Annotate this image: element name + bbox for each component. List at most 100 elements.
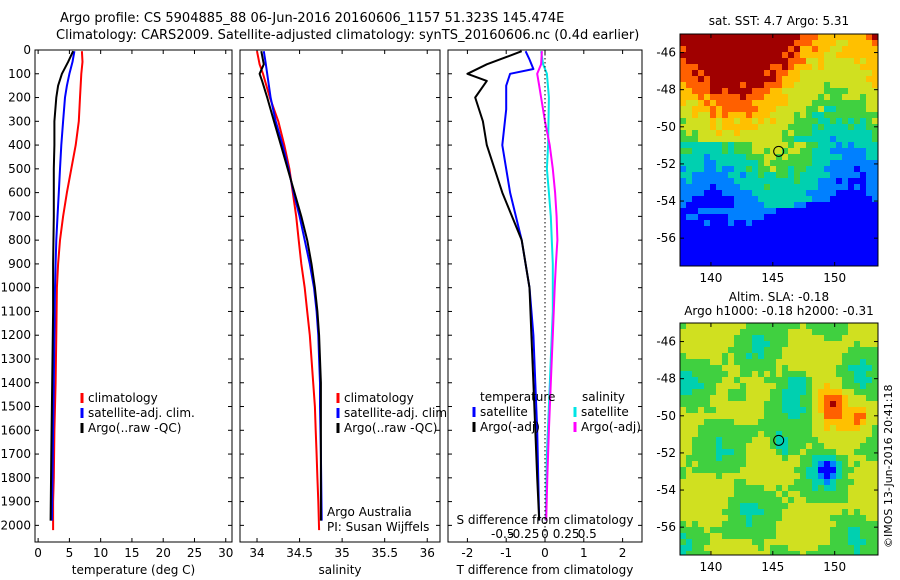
sst-map-cell-629 [692,148,698,154]
figure-title-line1: Argo profile: CS 5904885_88 06-Jun-2016 … [60,11,565,26]
sst-map-cell-983 [836,208,842,214]
salinity-profile-xtick-label-3: 35.5 [371,546,398,560]
sla-map-cell-1180 [830,533,836,539]
sst-map-cell-473 [746,118,752,124]
sst-map-cell-156 [824,58,830,64]
sla-map-cell-100 [686,341,692,347]
sst-map-cell-550 [812,130,818,136]
sst-map-cell-196 [866,64,872,70]
sst-map-cell-312 [770,88,776,94]
sla-map-cell-441 [752,401,758,407]
credit-line-1: Argo Australia [327,505,412,519]
sst-map-cell-842 [782,184,788,190]
sla-map-cell-634 [722,437,728,443]
sla-map-cell-55 [812,329,818,335]
sst-map-cell-456 [842,112,848,118]
sla-map-cell-897 [716,485,722,491]
sla-map-cell-1117 [848,521,854,527]
sst-map-cell-863 [710,190,716,196]
sla-map-cell-486 [824,407,830,413]
sst-map-cell-308 [746,88,752,94]
sst-map-cell-95 [854,46,860,52]
sst-map-cell-919 [848,196,854,202]
difference-from-climatology-xlabel: T difference from climatology [456,563,634,577]
sst-map-cell-1278 [824,262,830,266]
sla-map-cell-391 [848,389,854,395]
sla-map-cell-266 [692,371,698,377]
sst-map-cell-888 [860,190,866,196]
temperature-profile-xtick-label-6: 30 [218,546,233,560]
salinity-profile-xtick-label-2: 35 [334,546,349,560]
sst-map-cell-904 [758,196,764,202]
sst-map-cell-816 [824,178,830,184]
sst-map-cell-781 [812,172,818,178]
sst-map-cell-783 [824,172,830,178]
sla-map-cell-962 [710,497,716,503]
sst-map-cell-289 [830,82,836,88]
sla-map-cell-987 [860,497,866,503]
sla-map-cell-931 [722,491,728,497]
sst-map-cell-931 [722,202,728,208]
sst-map-cell-677 [782,154,788,160]
sla-map-cell-1222 [686,545,692,551]
sla-map-cell-642 [770,437,776,443]
sst-map-cell-49 [776,40,782,46]
sst-map-cell-43 [740,40,746,46]
sla-map-cell-993 [698,503,704,509]
sla-map-cell-200 [692,359,698,365]
sla-map-cell-700 [722,449,728,455]
sla-map-cell-799 [722,467,728,473]
sla-map-cell-73 [722,335,728,341]
sst-map-cell-740 [764,166,770,172]
sla-map-cell-160 [848,347,854,353]
sla-map-cell-578 [782,425,788,431]
sst-map-cell-158 [836,58,842,64]
sst-map-cell-468 [716,118,722,124]
sst-map-cell-1009 [794,214,800,220]
sla-map-cell-868 [740,479,746,485]
sst-map-cell-685 [830,154,836,160]
sla-map-cell-443 [764,401,770,407]
sst-map-cell-110 [746,52,752,58]
sla-map-cell-1017 [842,503,848,509]
sst-map-cell-683 [818,154,824,160]
sst-map-cell-508 [758,124,764,130]
sla-map-cell-630 [698,437,704,443]
sla-map-cell-64 [866,329,872,335]
sst-map-cell-788 [854,172,860,178]
sla-map-cell-387 [824,389,830,395]
sst-map-cell-858 [680,190,686,196]
sla-map-cell-274 [740,371,746,377]
sla-map-cell-967 [740,497,746,503]
sla-map-cell-419 [818,395,824,401]
sst-map-cell-1074 [788,226,794,232]
sst-map-cell-1196 [728,250,734,256]
sst-map-cell-622 [848,142,854,148]
sst-map-cell-835 [740,184,746,190]
sla-map-cell-970 [758,497,764,503]
sla-map-cell-543 [770,419,776,425]
salinity-legend-label-2: Argo(..raw -QC) [344,421,437,435]
sst-map-cell-229 [866,70,872,76]
sst-map-cell-1090 [686,232,692,238]
sst-map-cell-74 [728,46,734,52]
difference-from-climatology-xtick-label-4: 2 [619,546,627,560]
sst-map-cell-203 [710,70,716,76]
sla-map-cell-123 [824,341,830,347]
sla-map-cell-1258 [704,551,710,555]
sst-map-cell-1192 [704,250,710,256]
sla-map-cell-562 [686,425,692,431]
sst-map-cell-1073 [782,226,788,232]
sla-map-cell-303 [716,377,722,383]
sla-map-cell-1016 [836,503,842,509]
sla-map-cell-713 [800,449,806,455]
sst-map-cell-85 [794,46,800,52]
sst-map-cell-958 [686,208,692,214]
sla-map-cell-39 [716,329,722,335]
sst-map-cell-691 [866,154,872,160]
sla-map-cell-629 [692,437,698,443]
sla-map-cell-165 [680,353,686,359]
sla-map-cell-13 [758,323,764,329]
sst-map-cell-193 [848,64,854,70]
depth-tick-label-5: 500 [8,162,31,176]
